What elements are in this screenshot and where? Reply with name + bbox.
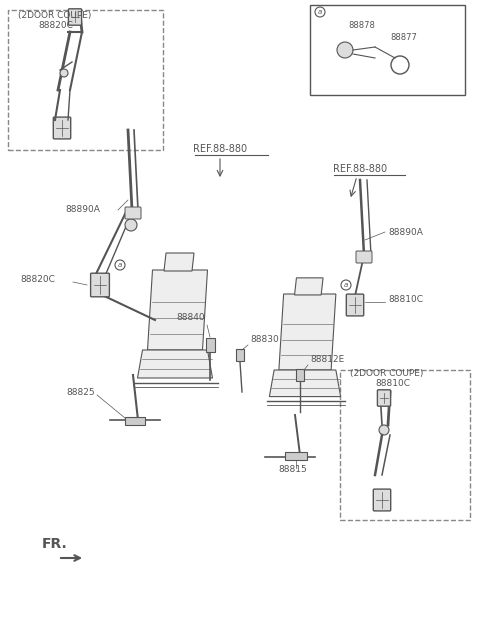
FancyBboxPatch shape: [69, 9, 82, 25]
Text: 88825: 88825: [66, 388, 95, 397]
Text: a: a: [318, 9, 322, 15]
Text: 88830: 88830: [250, 335, 279, 344]
Text: 88812E: 88812E: [310, 355, 344, 364]
Circle shape: [337, 42, 353, 58]
Polygon shape: [147, 270, 207, 350]
Bar: [285, 452, 307, 460]
Bar: [310, 5, 465, 95]
FancyBboxPatch shape: [346, 294, 364, 316]
FancyBboxPatch shape: [356, 251, 372, 263]
Text: 88810C: 88810C: [388, 295, 423, 304]
Circle shape: [60, 69, 68, 77]
FancyBboxPatch shape: [125, 207, 141, 219]
Text: FR.: FR.: [42, 537, 68, 551]
Polygon shape: [279, 294, 336, 370]
Text: 88877: 88877: [390, 33, 417, 42]
Text: 88820C: 88820C: [38, 21, 73, 30]
Circle shape: [115, 260, 125, 270]
Text: (2DOOR COUPE): (2DOOR COUPE): [18, 11, 91, 20]
Text: a: a: [344, 282, 348, 288]
Text: 88810C: 88810C: [375, 379, 410, 388]
FancyBboxPatch shape: [53, 117, 71, 139]
Text: REF.88-880: REF.88-880: [333, 164, 387, 174]
Bar: [236, 349, 244, 362]
Text: (2DOOR COUPE): (2DOOR COUPE): [350, 369, 423, 378]
Text: a: a: [118, 262, 122, 268]
Text: REF.88-880: REF.88-880: [193, 144, 247, 154]
Bar: [205, 338, 215, 352]
Text: 88820C: 88820C: [20, 275, 55, 284]
Circle shape: [341, 280, 351, 290]
Polygon shape: [137, 350, 213, 378]
FancyBboxPatch shape: [91, 273, 109, 297]
Text: 88890A: 88890A: [388, 228, 423, 237]
Bar: [8, 10, 163, 150]
Bar: [340, 370, 470, 520]
Bar: [296, 369, 304, 381]
Polygon shape: [295, 278, 323, 295]
Text: 88815: 88815: [278, 465, 307, 474]
Circle shape: [315, 7, 325, 17]
Circle shape: [125, 219, 137, 231]
Text: 88840: 88840: [176, 313, 205, 322]
FancyBboxPatch shape: [373, 489, 391, 511]
Circle shape: [379, 425, 389, 435]
Polygon shape: [269, 370, 341, 397]
Bar: [125, 417, 145, 425]
Text: 88878: 88878: [348, 21, 375, 30]
Polygon shape: [164, 253, 194, 271]
FancyBboxPatch shape: [377, 390, 391, 406]
Text: 88890A: 88890A: [65, 205, 100, 214]
